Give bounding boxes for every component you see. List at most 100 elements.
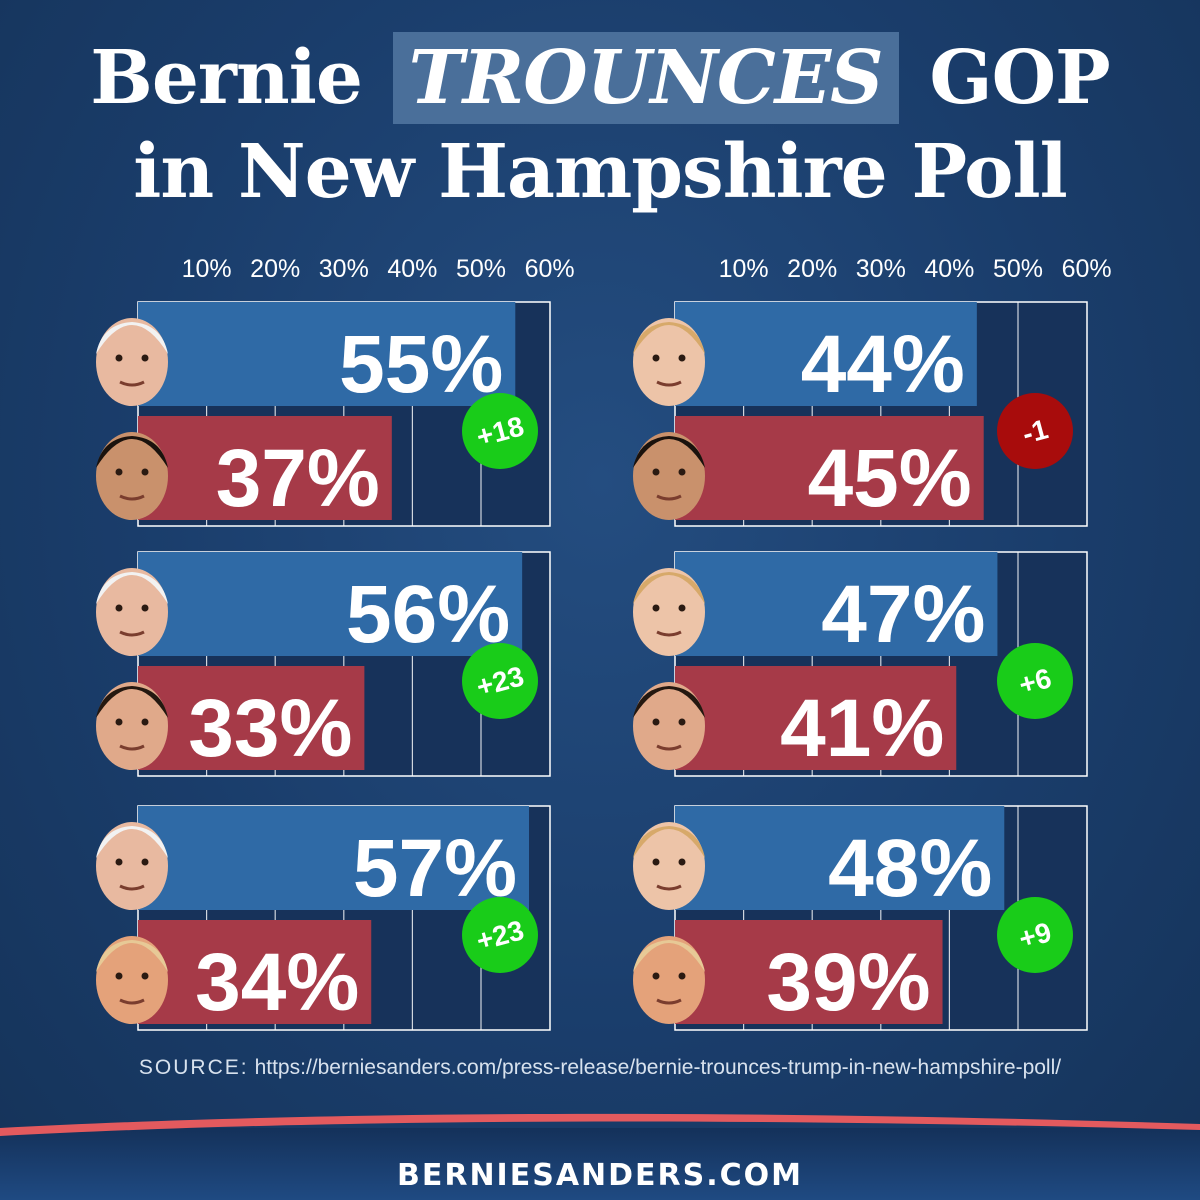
x-tick-label: 50% — [456, 255, 506, 283]
hillary-clinton-photo — [633, 318, 705, 406]
ted-cruz-photo-eye-left — [652, 718, 660, 726]
bernie-sanders-photo — [96, 822, 168, 910]
ted-cruz-photo-face — [96, 682, 168, 770]
donald-trump-photo-eye-right — [678, 972, 686, 980]
donald-trump-photo-eye-left — [652, 972, 660, 980]
marco-rubio-photo-face — [633, 432, 705, 520]
gop-bar-label: 33% — [188, 683, 352, 774]
dem-bar — [138, 806, 530, 910]
gop-bar-label: 34% — [195, 937, 359, 1028]
margin-badge — [462, 643, 538, 719]
dem-bar-label: 44% — [801, 319, 965, 410]
ted-cruz-photo — [633, 682, 705, 770]
source-url[interactable]: https://berniesanders.com/press-release/… — [254, 1056, 1062, 1079]
donald-trump-photo-face — [633, 936, 705, 1024]
bernie-sanders-photo-face — [96, 568, 168, 656]
bernie-sanders-photo-hair — [96, 826, 168, 858]
margin-badge — [997, 897, 1073, 973]
gop-bar-label: 39% — [766, 937, 930, 1028]
hillary-clinton-photo-eye-right — [678, 354, 686, 362]
ted-cruz-photo-eye-right — [678, 718, 686, 726]
footer-band — [0, 1128, 1200, 1200]
ted-cruz-photo — [96, 682, 168, 770]
donald-trump-photo-mouth — [119, 998, 145, 1005]
bernie-sanders-photo — [96, 318, 168, 406]
x-tick-label: 60% — [1062, 255, 1112, 283]
gop-bar — [138, 920, 372, 1024]
dem-bar — [675, 302, 977, 406]
dem-bar-label: 56% — [346, 569, 510, 660]
margin-badge — [997, 393, 1073, 469]
x-tick-label: 40% — [924, 255, 974, 283]
x-tick-label: 30% — [319, 255, 369, 283]
marco-rubio-photo-mouth — [656, 494, 682, 501]
dem-bar — [138, 552, 523, 656]
gop-bar — [675, 666, 957, 770]
hillary-clinton-photo-eye-left — [652, 858, 660, 866]
hillary-clinton-photo-face — [633, 318, 705, 406]
dem-bar-label: 55% — [339, 319, 503, 410]
gop-bar — [138, 416, 392, 520]
hillary-clinton-photo-eye-left — [652, 354, 660, 362]
marco-rubio-photo-eye-right — [678, 468, 686, 476]
gop-bar-label: 37% — [216, 433, 380, 524]
dem-bar-label: 47% — [821, 569, 985, 660]
x-tick-label: 60% — [525, 255, 575, 283]
x-tick-label: 40% — [387, 255, 437, 283]
bernie-sanders-photo-mouth — [119, 884, 145, 891]
hillary-clinton-photo-eye-right — [678, 604, 686, 612]
headline-pre: Bernie — [90, 35, 363, 121]
headline-line-2: in New Hampshire Poll — [133, 129, 1067, 215]
marco-rubio-photo — [96, 432, 168, 520]
dem-bar-label: 48% — [828, 823, 992, 914]
donald-trump-photo — [96, 936, 168, 1024]
x-tick-label: 50% — [993, 255, 1043, 283]
ted-cruz-photo-hair — [633, 686, 705, 718]
bernie-sanders-photo-hair — [96, 572, 168, 604]
donald-trump-photo-face — [96, 936, 168, 1024]
x-tick-label: 10% — [719, 255, 769, 283]
gop-bar — [138, 666, 365, 770]
hillary-clinton-photo-mouth — [656, 884, 682, 891]
headline-post: GOP — [929, 35, 1110, 121]
marco-rubio-photo-eye-left — [115, 468, 123, 476]
marco-rubio-photo-face — [96, 432, 168, 520]
donald-trump-photo-hair — [633, 940, 705, 972]
hillary-clinton-photo-mouth — [656, 630, 682, 637]
gop-bar-label: 45% — [808, 433, 972, 524]
bernie-sanders-photo-eye-right — [141, 858, 149, 866]
hillary-clinton-photo-face — [633, 822, 705, 910]
headline-line-1: Bernie TROUNCES GOP — [0, 28, 1200, 128]
dem-bar — [675, 806, 1005, 910]
x-tick-label: 30% — [856, 255, 906, 283]
bernie-sanders-photo-face — [96, 318, 168, 406]
hillary-clinton-photo-mouth — [656, 380, 682, 387]
footer-site-link[interactable]: BERNIESANDERS.COM — [396, 1158, 804, 1193]
bernie-sanders-photo-eye-left — [115, 354, 123, 362]
ted-cruz-photo-eye-right — [141, 718, 149, 726]
x-tick-label: 10% — [182, 255, 232, 283]
bernie-sanders-photo — [96, 568, 168, 656]
bernie-sanders-photo-eye-left — [115, 858, 123, 866]
margin-badge — [997, 643, 1073, 719]
bernie-sanders-photo-eye-right — [141, 604, 149, 612]
margin-badge — [462, 393, 538, 469]
donald-trump-photo-hair — [96, 940, 168, 972]
gop-bar — [675, 920, 943, 1024]
marco-rubio-photo-mouth — [119, 494, 145, 501]
marco-rubio-photo-eye-right — [141, 468, 149, 476]
marco-rubio-photo-hair — [633, 436, 705, 468]
x-tick-label: 20% — [787, 255, 837, 283]
x-tick-label: 20% — [250, 255, 300, 283]
marco-rubio-photo — [633, 432, 705, 520]
bernie-sanders-photo-mouth — [119, 630, 145, 637]
bernie-sanders-photo-hair — [96, 322, 168, 354]
hillary-clinton-photo — [633, 568, 705, 656]
hillary-clinton-photo-hair — [633, 826, 705, 858]
footer-swoosh — [0, 1113, 1200, 1136]
ted-cruz-photo-mouth — [119, 744, 145, 751]
ted-cruz-photo-face — [633, 682, 705, 770]
ted-cruz-photo-eye-left — [115, 718, 123, 726]
hillary-clinton-photo-hair — [633, 572, 705, 604]
hillary-clinton-photo-face — [633, 568, 705, 656]
